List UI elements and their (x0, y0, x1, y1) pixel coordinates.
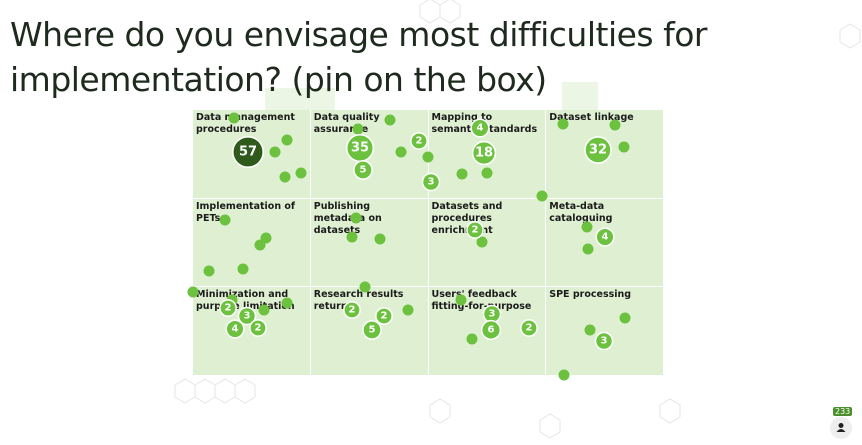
pin-cluster (362, 320, 382, 340)
pin-count: 3 (428, 177, 435, 188)
pin-count: 35 (351, 141, 369, 156)
pin-cluster (421, 172, 441, 192)
pin (203, 265, 215, 277)
pin-cluster (249, 319, 267, 337)
pin-cluster (225, 319, 245, 339)
person-icon (836, 423, 846, 432)
pin (618, 141, 630, 153)
pin (219, 214, 231, 226)
pin-count: 4 (232, 324, 239, 335)
pin (466, 333, 478, 345)
pin-cluster (353, 160, 373, 180)
pin (350, 212, 362, 224)
pin-count: 3 (244, 311, 251, 322)
pin-count: 5 (369, 325, 376, 336)
pin (476, 236, 488, 248)
pin-cluster (232, 136, 264, 168)
pin-cluster (343, 301, 361, 319)
pin (581, 221, 593, 233)
pin (187, 286, 199, 298)
answer-box: Publishing metadata on datasets (310, 198, 428, 287)
pin (619, 312, 631, 324)
pin-count: 18 (475, 146, 493, 161)
pin-count: 2 (416, 136, 423, 147)
pin (258, 304, 270, 316)
pin-cluster (480, 319, 502, 341)
answer-box: Datasets and procedures enrichment (428, 198, 546, 287)
pin-cluster (595, 227, 615, 247)
pin (536, 190, 548, 202)
pin-cluster (520, 319, 538, 337)
pin-count: 4 (602, 232, 609, 243)
pin-count: 2 (472, 225, 479, 236)
pin (346, 231, 358, 243)
pin (269, 146, 281, 158)
question-title: Where do you envisage most difficulties … (10, 15, 707, 99)
pin (456, 168, 468, 180)
pin-count: 6 (488, 325, 495, 336)
pin-cluster (594, 331, 614, 351)
pin-cluster (466, 221, 484, 239)
answer-grid: Data management procedures Data quality a… (193, 110, 663, 375)
pin-cluster (237, 306, 257, 326)
pin-count: 5 (360, 165, 367, 176)
pin (279, 171, 291, 183)
pin-count: 2 (255, 323, 262, 334)
pin (582, 243, 594, 255)
pin-count: 32 (589, 143, 607, 158)
pin-count: 2 (381, 311, 388, 322)
pin (295, 167, 307, 179)
pin-count: 3 (601, 336, 608, 347)
pin (384, 114, 396, 126)
pin-count: 2 (225, 303, 232, 314)
pin (374, 233, 386, 245)
pin (352, 123, 364, 135)
pin (402, 304, 414, 316)
pin-count: 2 (526, 323, 533, 334)
pin-count: 57 (239, 145, 257, 160)
pin (281, 134, 293, 146)
pin (481, 167, 493, 179)
pin-cluster (584, 136, 612, 164)
pin (584, 324, 596, 336)
pin-count: 4 (477, 123, 484, 134)
pin (455, 294, 467, 306)
pin (359, 281, 371, 293)
pin-cluster (410, 132, 428, 150)
participant-count: 233 (833, 407, 853, 416)
pin (558, 369, 570, 381)
participant-icon (830, 417, 852, 439)
pin-count: 3 (489, 309, 496, 320)
pin (422, 151, 434, 163)
pin-cluster (470, 118, 490, 138)
pin (281, 297, 293, 309)
pin-cluster (471, 140, 497, 166)
pin-cluster (375, 307, 393, 325)
pin (228, 112, 240, 124)
pin (557, 118, 569, 130)
pin-cluster (219, 299, 237, 317)
answer-box: SPE processing (546, 287, 663, 375)
pin (237, 263, 249, 275)
pin (254, 239, 266, 251)
pin (395, 146, 407, 158)
pin-count: 2 (349, 305, 356, 316)
pin (609, 119, 621, 131)
